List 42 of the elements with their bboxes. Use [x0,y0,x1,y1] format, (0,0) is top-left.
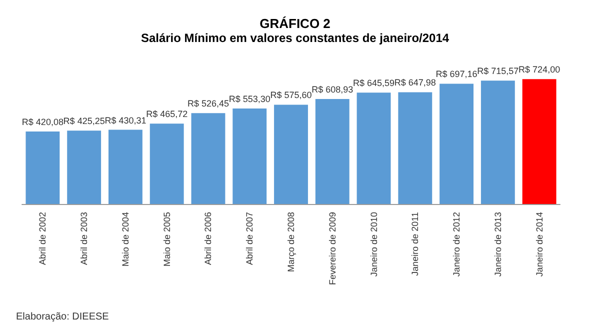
x-tick-label: Fevereiro de 2009 [327,212,338,286]
data-label: R$ 697,16 [436,69,478,80]
bar [67,130,102,204]
bar [274,104,308,204]
x-tick-label: Abril de 2006 [203,212,214,266]
x-tick-label: Maio de 2004 [120,212,130,267]
bar [150,124,184,204]
data-label: R$ 465,72 [146,109,188,120]
x-tick-label: Março de 2008 [286,212,296,272]
x-tick-label: Abril de 2003 [79,212,90,266]
x-tick-label: Maio de 2005 [162,212,172,267]
x-tick-label: Abril de 2002 [38,212,48,266]
data-label: R$ 645,59 [352,78,395,88]
bar [315,98,350,204]
text: Elaboração: DIEESE [16,312,110,322]
chart-title: GRÁFICO 2 [260,16,330,31]
data-label: R$ 425,25 [63,116,105,126]
data-label: R$ 715,57 [477,66,519,76]
data-label: R$ 526,45 [187,98,230,109]
data-label: R$ 608,93 [312,84,354,94]
bar [191,113,226,204]
chart-subtitle: Salário Mínimo em valores constantes de janeiro/2014 [140,31,450,45]
x-tick-label: Janeiro de 2010 [368,212,379,277]
data-label: R$ 430,31 [104,115,146,126]
bar [26,132,60,204]
x-tick-label: Janeiro de 2013 [492,212,503,277]
x-tick-label: Abril de 2007 [244,212,255,266]
data-label: R$ 724,00 [518,64,560,75]
x-tick-label: Janeiro de 2011 [410,212,420,276]
x-tick-label: Janeiro de 2014 [534,212,544,277]
data-label: R$ 647,98 [394,78,436,88]
x-tick-label: Janeiro de 2012 [452,212,462,277]
data-label: R$ 553,30 [228,94,270,104]
bar [398,92,432,204]
bar [108,130,142,204]
bar [480,80,515,204]
bar [232,108,267,204]
bar [440,84,474,204]
data-label: R$ 575,60 [270,90,312,100]
bar [522,79,556,204]
bar [356,92,391,204]
data-label: R$ 420,08 [22,117,64,128]
